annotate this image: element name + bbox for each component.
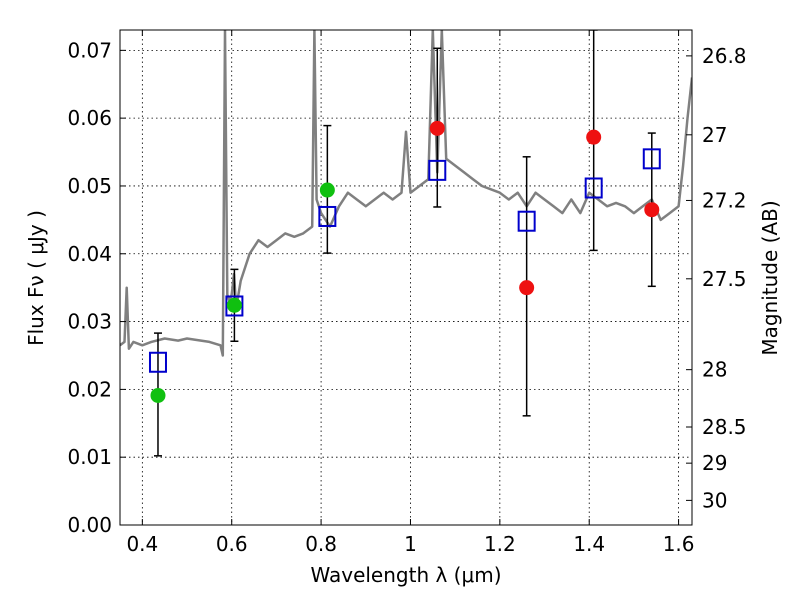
y-tick-label: 0.05 xyxy=(67,174,112,198)
marker-layer xyxy=(148,120,661,403)
y-tick-label: 0.06 xyxy=(67,106,112,130)
y-tick-label: 0.03 xyxy=(67,310,112,334)
model-photometry-square xyxy=(642,148,661,170)
model-photometry-square xyxy=(318,205,337,227)
model-photometry-square xyxy=(584,177,603,199)
x-tick-label: 0.8 xyxy=(305,532,337,556)
right-axis-tick-label: 28 xyxy=(702,358,727,382)
tick-layer: 0.4 0.6 0.8 1 1.2 1.4 1.6 0.00 0.01 0.02 0.03 0.04 0… xyxy=(67,30,747,556)
right-axis-tick-label: 27.5 xyxy=(702,267,747,291)
detection-point xyxy=(644,202,660,218)
y-tick-label: 0.04 xyxy=(67,242,112,266)
x-tick-label: 1.4 xyxy=(573,532,605,556)
grid-lines xyxy=(120,30,692,526)
y-axis-label: Flux Fν ( μJy ) xyxy=(24,210,48,346)
x-tick-label: 1.6 xyxy=(663,532,695,556)
right-axis-tick-label: 29 xyxy=(702,451,727,475)
x-tick-label: 0.4 xyxy=(126,532,158,556)
plot-area xyxy=(120,30,692,457)
detection-point xyxy=(226,297,242,313)
x-tick-label: 0.6 xyxy=(216,532,248,556)
model-photometry-square xyxy=(428,159,447,181)
y-tick-label: 0.01 xyxy=(67,445,112,469)
x-tick-label: 1 xyxy=(404,532,417,556)
detection-point xyxy=(586,129,602,145)
detection-point xyxy=(319,182,335,198)
model-photometry-square xyxy=(517,210,536,232)
plot-frame xyxy=(119,29,693,526)
x-tick-label: 1.2 xyxy=(484,532,516,556)
y-tick-label: 0.00 xyxy=(67,513,112,537)
model-photometry-square xyxy=(225,295,244,317)
right-axis-tick-label: 30 xyxy=(702,488,727,512)
y-tick-label: 0.02 xyxy=(67,377,112,401)
detection-point xyxy=(519,280,535,296)
spectrum-line xyxy=(120,30,692,357)
right-axis-tick-label: 27 xyxy=(702,123,727,147)
right-axis-label: Magnitude (AB) xyxy=(758,200,782,355)
right-axis-tick-label: 28.5 xyxy=(702,415,747,439)
x-axis-label: Wavelength λ (μm) xyxy=(310,563,501,587)
spectrum-layer xyxy=(120,30,692,357)
right-axis-tick-label: 26.8 xyxy=(702,44,747,68)
detection-point xyxy=(429,120,445,136)
model-photometry-square xyxy=(148,351,167,373)
detection-point xyxy=(150,387,166,403)
right-axis-tick-label: 27.2 xyxy=(702,188,747,212)
y-tick-label: 0.07 xyxy=(67,38,112,62)
